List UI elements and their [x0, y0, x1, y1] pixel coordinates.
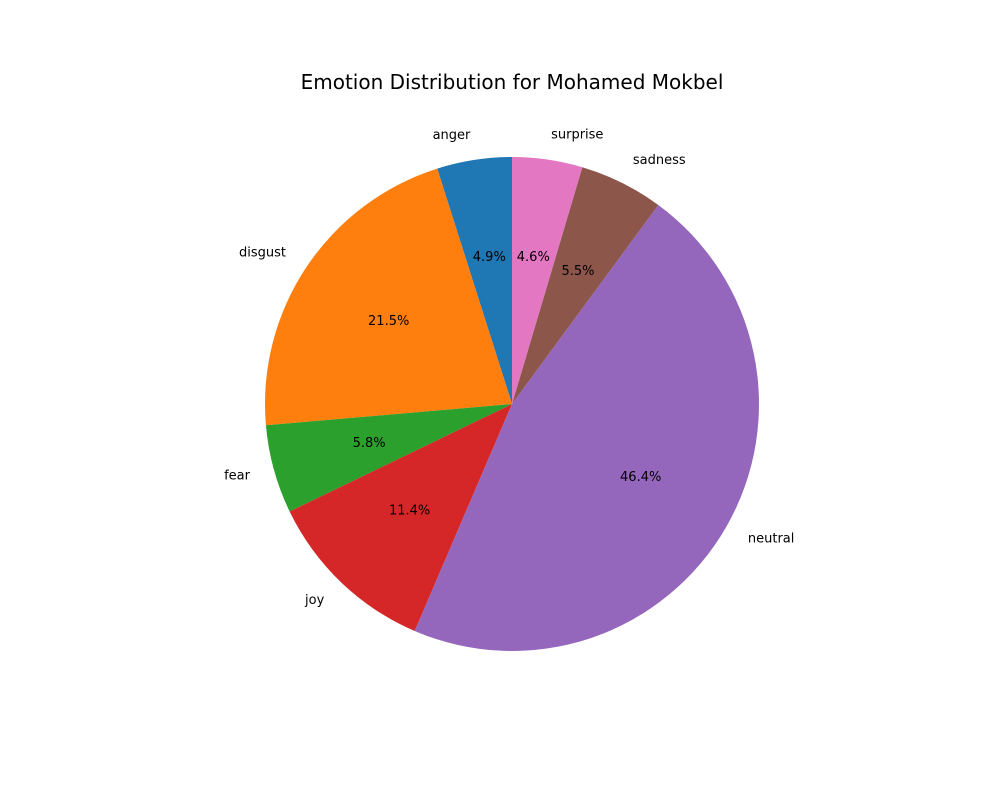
- pct-label-anger: 4.9%: [473, 250, 506, 265]
- pct-label-sadness: 5.5%: [561, 264, 594, 279]
- pie-slice-anger: [437, 157, 512, 404]
- slice-label-disgust: disgust: [239, 246, 286, 261]
- pct-label-surprise: 4.6%: [517, 250, 550, 265]
- pct-label-disgust: 21.5%: [368, 314, 409, 329]
- pie-slices: [265, 157, 759, 651]
- pie-slice-sadness: [512, 167, 659, 404]
- pct-label-joy: 11.4%: [389, 504, 430, 519]
- slice-label-neutral: neutral: [748, 531, 795, 546]
- pie-slice-fear: [265, 404, 512, 512]
- pie-slice-surprise: [512, 157, 583, 404]
- pie-slice-disgust: [265, 168, 512, 426]
- slice-label-surprise: surprise: [551, 128, 603, 143]
- pie-slice-neutral: [414, 205, 759, 651]
- pct-label-fear: 5.8%: [353, 436, 386, 451]
- slice-label-sadness: sadness: [633, 153, 686, 168]
- slice-label-fear: fear: [224, 469, 251, 484]
- pct-label-neutral: 46.4%: [620, 470, 661, 485]
- pie-labels: 4.9% anger 21.5% disgust 5.8% fear 11.4% joy 46.…: [224, 128, 794, 608]
- slice-label-joy: joy: [304, 593, 325, 608]
- slice-label-anger: anger: [433, 128, 471, 143]
- pie-slice-joy: [289, 404, 512, 632]
- chart-title: Emotion Distribution for Mohamed Mokbel: [301, 70, 724, 94]
